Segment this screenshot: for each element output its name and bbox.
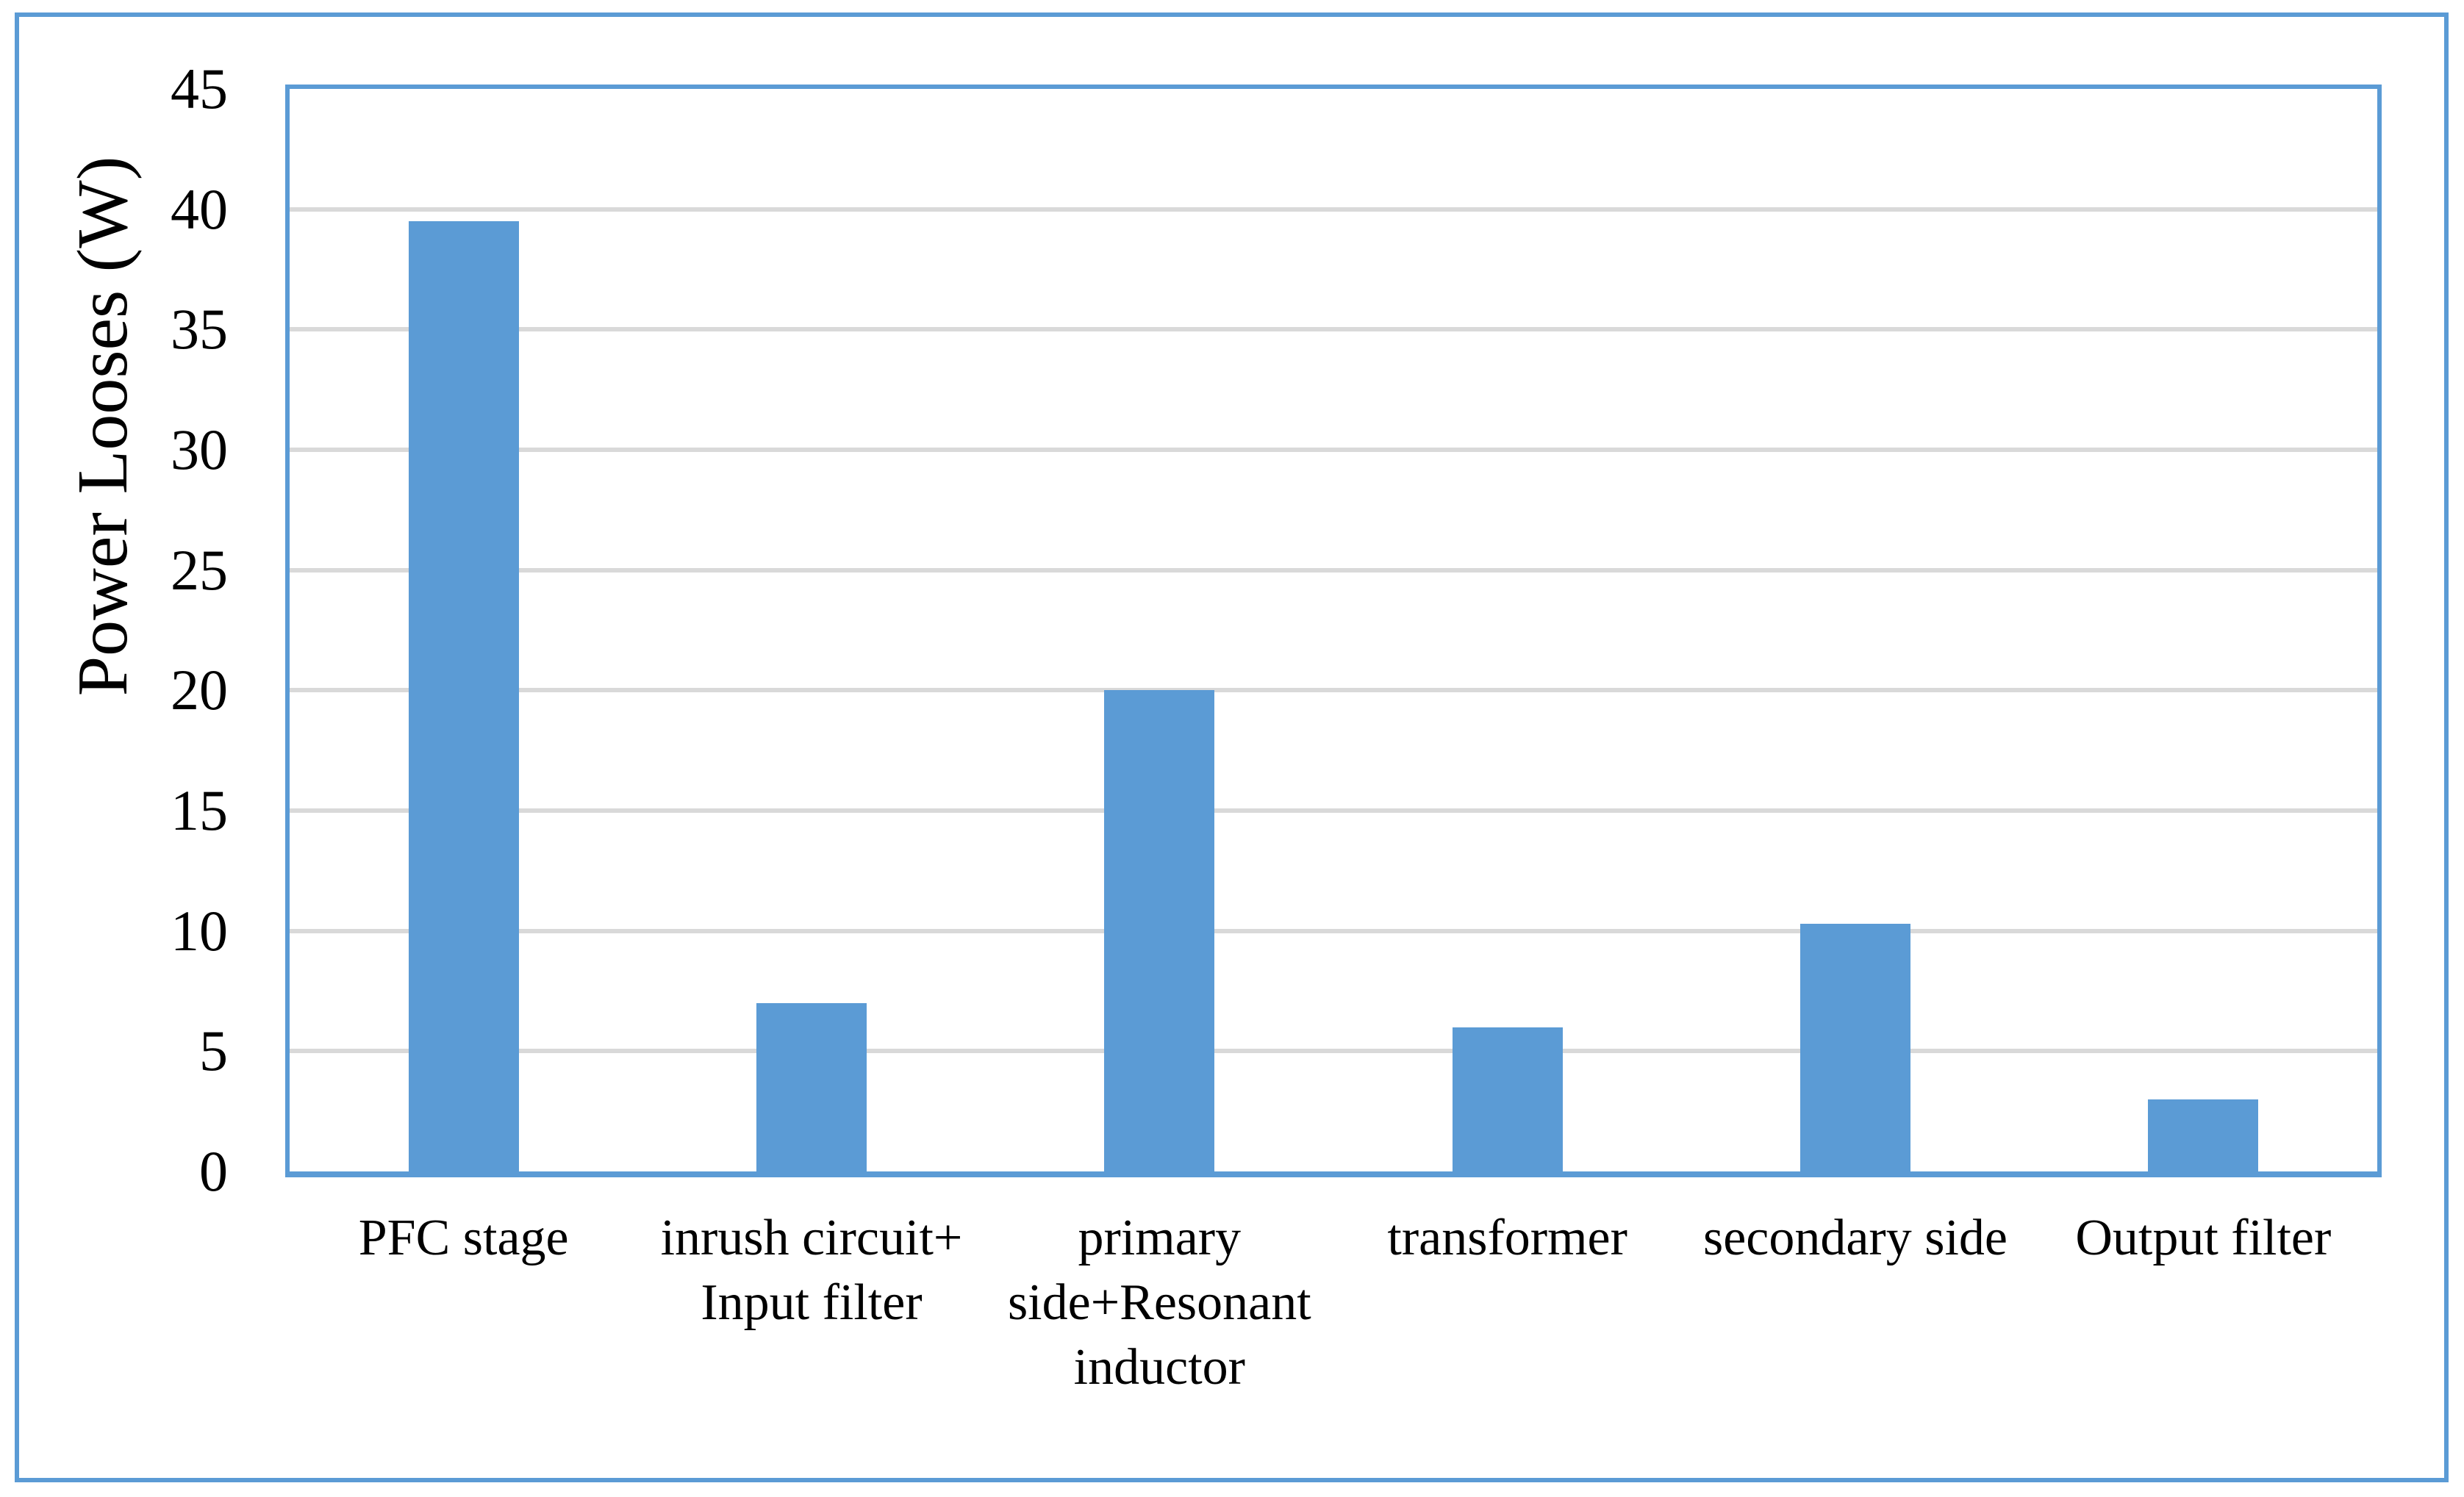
gridline-30: [290, 448, 2377, 452]
gridline-5: [290, 1049, 2377, 1054]
category-label-line: Input filter: [701, 1274, 923, 1331]
gridline-10: [290, 928, 2377, 933]
y-tick-label-40: 40: [171, 176, 228, 241]
category-label-line: inductor: [1073, 1339, 1245, 1396]
category-label-line: secondary side: [1702, 1210, 2008, 1266]
figure-border-frame: [15, 12, 2449, 1482]
y-tick-label-20: 20: [171, 658, 228, 722]
category-label-5: secondary side: [1681, 1206, 2029, 1271]
bar-6: [2148, 1099, 2259, 1171]
category-label-line: primary: [1078, 1210, 1242, 1266]
plot-area: [285, 85, 2382, 1177]
category-label-line: PFC stage: [358, 1210, 569, 1266]
category-label-1: PFC stage: [290, 1206, 637, 1271]
category-label-line: inrush circuit+: [660, 1210, 963, 1266]
category-label-3: primary side+Resonant inductor: [986, 1206, 1333, 1400]
category-label-line: side+Resonant: [1007, 1274, 1311, 1331]
gridline-25: [290, 567, 2377, 572]
y-tick-label-15: 15: [171, 778, 228, 842]
bar-5: [1800, 923, 1910, 1171]
y-tick-label-5: 5: [199, 1019, 228, 1083]
bar-2: [756, 1002, 867, 1171]
category-label-2: inrush circuit+ Input filter: [637, 1206, 985, 1335]
bar-3: [1104, 690, 1215, 1171]
gridline-40: [290, 207, 2377, 212]
category-label-4: transformer: [1333, 1206, 1681, 1271]
gridline-15: [290, 808, 2377, 813]
category-label-6: Output filter: [2030, 1206, 2377, 1271]
y-tick-label-25: 25: [171, 537, 228, 602]
bar-1: [408, 221, 519, 1171]
plot-inner-area: [290, 89, 2377, 1171]
y-tick-label-35: 35: [171, 297, 228, 362]
y-tick-label-30: 30: [171, 417, 228, 481]
gridline-35: [290, 327, 2377, 332]
category-label-line: Output filter: [2075, 1210, 2332, 1266]
category-label-line: transformer: [1387, 1210, 1627, 1266]
y-tick-label-0: 0: [199, 1139, 228, 1203]
bar-4: [1452, 1027, 1563, 1171]
y-tick-label-45: 45: [171, 57, 228, 121]
gridline-20: [290, 688, 2377, 693]
y-tick-label-10: 10: [171, 898, 228, 963]
